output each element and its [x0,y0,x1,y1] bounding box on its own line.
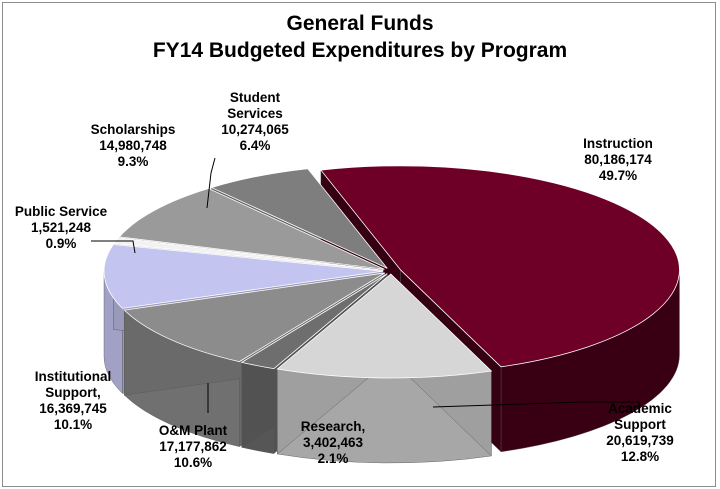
slice-label: Research, [301,419,366,434]
leader-line-7 [206,157,216,209]
slice-institutional-support [103,244,384,309]
chart-title-line-1: General Funds [286,12,433,35]
slice-label: Support [614,417,666,432]
slice-percent-label: 9.3% [118,154,149,169]
slice-percent-label: 49.7% [599,168,637,183]
slice-value-label: 10,274,065 [221,122,289,137]
slice-label: Instruction [583,136,653,151]
leader-line-1 [432,401,640,408]
slice-percent-label: 2.1% [318,451,349,466]
slice-value-label: 14,980,748 [99,138,167,153]
slice-label: Institutional [35,369,112,384]
slice-scholarships [118,188,385,270]
slice-academic-support [276,273,493,379]
slice-value-label: 3,402,463 [303,435,364,450]
slice-percent-label: 10.1% [54,417,92,432]
slice-label: Services [227,106,283,121]
chart-title-line-2: FY14 Budgeted Expenditures by Program [153,39,567,62]
slice-percent-label: 0.9% [46,236,77,251]
pie-chart: Instruction80,186,17449.7%AcademicSuppor… [15,12,680,470]
slice-labels: Instruction80,186,17449.7%AcademicSuppor… [15,90,674,470]
slice-value-label: 16,369,745 [39,401,107,416]
slice-label: O&M Plant [159,423,228,438]
slice-label: Scholarships [91,122,176,137]
slice-o-m-plant [123,272,386,363]
slice-label: Public Service [15,204,108,219]
slice-research [240,273,388,370]
pie-tops [103,165,680,379]
leader-line-5 [91,240,136,254]
slice-label: Support, [45,385,101,400]
slice-label: Academic [608,401,672,416]
slice-label: Student [230,90,281,105]
slice-value-label: 80,186,174 [584,152,652,167]
slice-percent-label: 10.6% [174,455,212,470]
slice-student-services [210,168,388,269]
slice-instruction [320,165,680,368]
slice-value-label: 17,177,862 [159,439,227,454]
slice-percent-label: 6.4% [240,138,271,153]
slice-value-label: 1,521,248 [31,220,92,235]
slice-percent-label: 12.8% [621,449,659,464]
slice-value-label: 20,619,739 [606,433,674,448]
leader-lines [91,157,640,413]
